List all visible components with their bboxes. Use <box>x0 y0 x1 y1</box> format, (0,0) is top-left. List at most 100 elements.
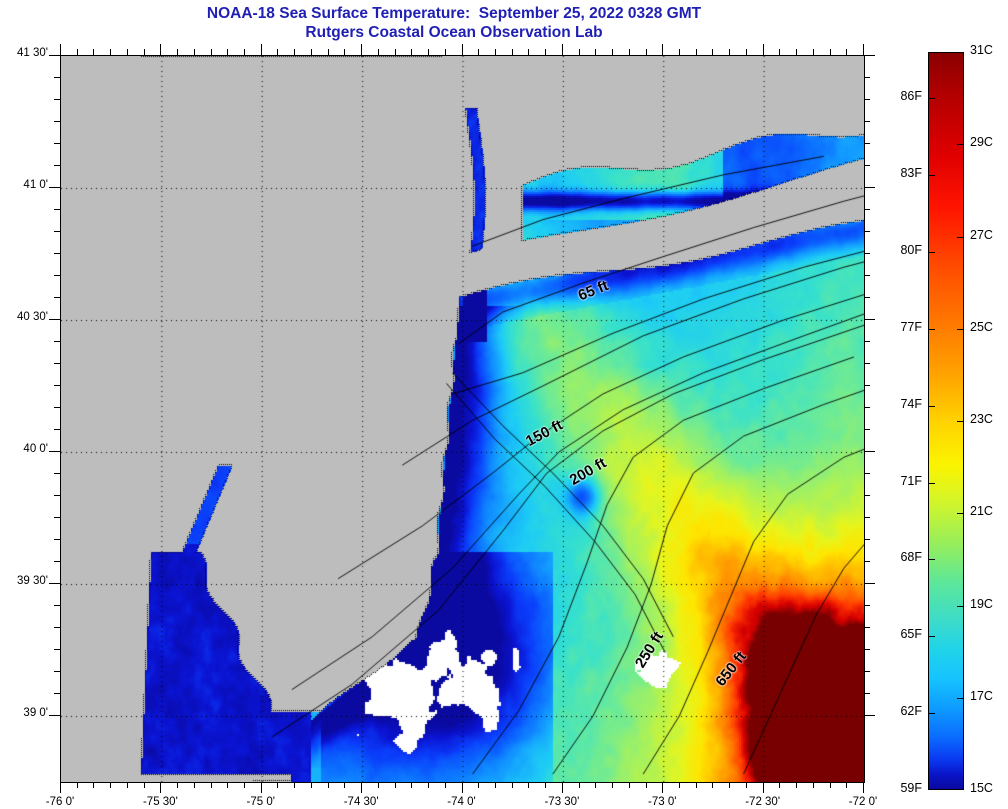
y-tick-left <box>54 693 60 694</box>
x-tick-top <box>461 44 463 55</box>
colorbar-label-celsius-1: 29C <box>970 135 993 150</box>
colorbar-tick-f <box>929 328 935 330</box>
x-tick-top <box>177 49 179 55</box>
x-tick-bottom <box>110 782 112 788</box>
y-tick-right <box>864 363 870 364</box>
y-tick-left <box>54 209 60 210</box>
colorbar-label-fahrenheit-8: 62F <box>900 704 922 719</box>
x-tick-bottom <box>561 782 563 793</box>
x-tick-bottom <box>60 782 61 793</box>
x-tick-top <box>160 44 162 55</box>
x-tick-bottom <box>327 782 329 788</box>
x-tick-top <box>428 49 430 55</box>
x-tick-top <box>310 49 312 55</box>
x-axis-label-8: -72 0' <box>848 796 878 808</box>
x-tick-bottom <box>160 782 162 793</box>
x-tick-bottom <box>126 782 128 788</box>
y-tick-right <box>864 473 870 474</box>
y-tick-left <box>49 715 60 716</box>
colorbar-label-fahrenheit-1: 83F <box>900 166 922 180</box>
y-tick-left <box>54 275 60 276</box>
y-tick-right <box>864 341 870 342</box>
colorbar-label-celsius-8: 15C <box>970 781 993 795</box>
x-tick-bottom <box>762 782 764 793</box>
y-tick-right <box>864 99 870 100</box>
y-axis-label-5: 39 0' <box>23 707 48 719</box>
y-tick-left <box>54 77 60 78</box>
y-tick-left <box>49 319 60 320</box>
y-tick-right <box>864 407 870 408</box>
x-tick-top <box>227 49 229 55</box>
x-tick-top <box>712 49 714 55</box>
y-tick-left <box>54 363 60 364</box>
colorbar-label-fahrenheit-9: 59F <box>900 781 922 795</box>
x-tick-bottom <box>260 782 262 793</box>
y-tick-left <box>54 297 60 298</box>
x-tick-bottom <box>294 782 296 788</box>
x-tick-top <box>678 49 680 55</box>
x-tick-bottom <box>678 782 680 788</box>
y-tick-right <box>864 517 870 518</box>
y-tick-left <box>54 473 60 474</box>
y-tick-left <box>54 385 60 386</box>
colorbar-tick-c <box>957 605 963 607</box>
colorbar-label-fahrenheit-6: 68F <box>900 550 922 565</box>
x-tick-bottom <box>829 782 831 788</box>
x-tick-bottom <box>210 782 212 788</box>
y-tick-left <box>54 341 60 342</box>
page-subtitle: Rutgers Coastal Ocean Observation Lab <box>305 24 603 41</box>
y-tick-right <box>864 319 875 320</box>
y-tick-right <box>864 121 870 122</box>
x-tick-bottom <box>444 782 446 788</box>
map-plot-area[interactable]: 65 ft 150 ft 200 ft 250 ft 650 ft <box>60 55 865 783</box>
y-tick-right <box>864 693 870 694</box>
x-axis-label-7: -72 30' <box>745 796 781 808</box>
x-tick-top <box>545 49 547 55</box>
y-tick-left <box>49 55 60 56</box>
x-tick-bottom <box>461 782 463 793</box>
y-tick-right <box>864 55 875 56</box>
y-tick-left <box>54 429 60 430</box>
x-tick-top <box>411 49 413 55</box>
x-tick-top <box>779 49 781 55</box>
x-tick-top <box>93 49 95 55</box>
y-tick-left <box>54 407 60 408</box>
colorbar-tick-f <box>929 251 935 253</box>
sst-raster <box>61 56 864 782</box>
x-tick-top <box>110 49 112 55</box>
x-tick-bottom <box>277 782 279 788</box>
colorbar-tick-c <box>957 789 963 790</box>
y-tick-right <box>864 583 875 584</box>
y-tick-left <box>54 99 60 100</box>
x-tick-top <box>645 49 647 55</box>
colorbar-label-celsius-0: 31C <box>970 43 993 57</box>
colorbar-tick-f <box>929 405 935 407</box>
y-tick-left <box>54 143 60 144</box>
x-tick-top <box>578 49 580 55</box>
y-tick-left <box>49 583 60 584</box>
colorbar-tick-f <box>929 98 935 100</box>
x-tick-bottom <box>93 782 95 788</box>
x-tick-top <box>695 49 697 55</box>
y-tick-right <box>864 429 870 430</box>
colorbar-label-celsius-6: 19C <box>970 596 993 611</box>
x-tick-bottom <box>478 782 480 788</box>
x-tick-bottom <box>193 782 195 788</box>
colorbar-label-fahrenheit-3: 77F <box>900 319 922 334</box>
y-tick-left <box>54 165 60 166</box>
y-axis-label-4: 39 30' <box>17 575 48 587</box>
x-axis-label-3: -74 30' <box>343 796 379 808</box>
colorbar-label-fahrenheit-5: 71F <box>900 473 922 488</box>
x-tick-bottom <box>662 782 664 793</box>
x-tick-bottom <box>227 782 229 788</box>
y-tick-right <box>864 649 870 650</box>
colorbar-tick-f <box>929 482 935 484</box>
colorbar-label-fahrenheit-4: 74F <box>900 396 922 411</box>
y-tick-left <box>54 539 60 540</box>
x-axis-label-1: -75 30' <box>142 796 178 808</box>
y-tick-left <box>54 495 60 496</box>
y-tick-right <box>864 385 870 386</box>
colorbar-tick-f <box>929 636 935 638</box>
y-axis-label-2: 40 30' <box>17 311 48 323</box>
x-tick-top <box>143 49 145 55</box>
